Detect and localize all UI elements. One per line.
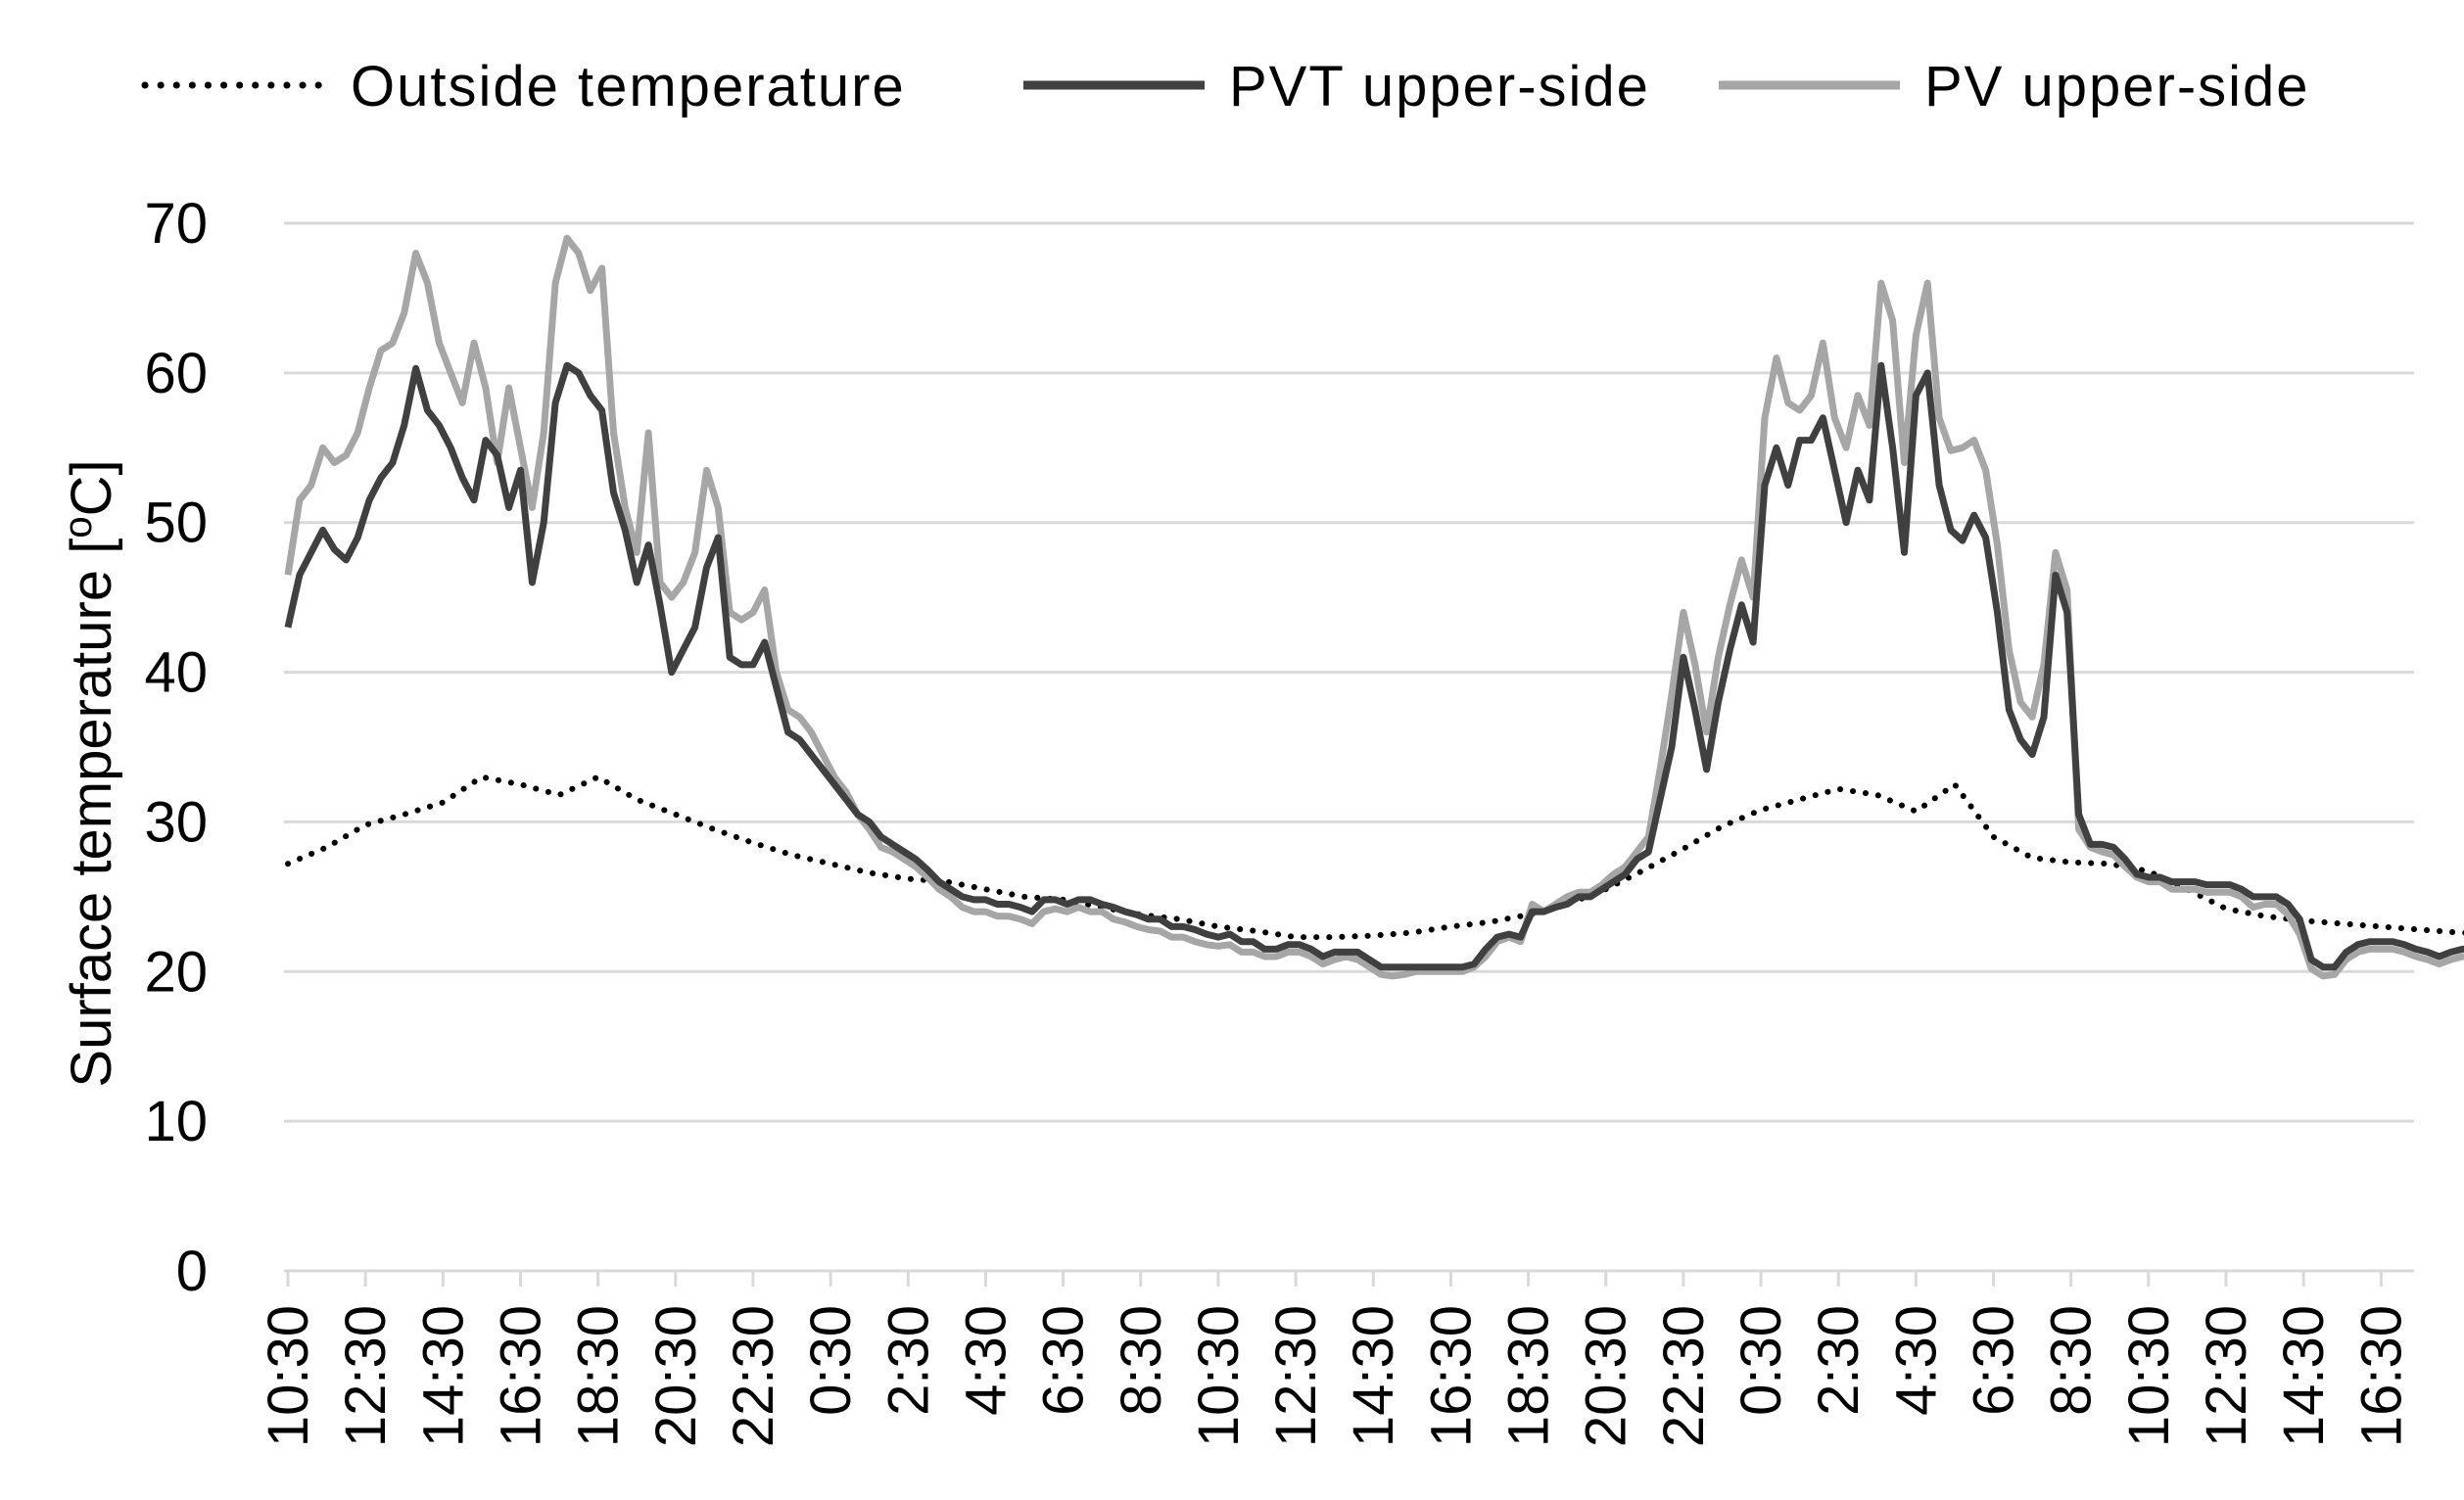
x-tick-label: 16:30 <box>1419 1305 1483 1447</box>
x-tick-label: 10:30 <box>257 1305 320 1447</box>
x-tick-label: 16:30 <box>2349 1305 2413 1447</box>
legend-label: PVT upper-side <box>1229 55 1650 118</box>
legend-label: Outside temperature <box>351 55 906 118</box>
series-line-pvt-upper-side <box>284 361 2464 971</box>
x-tick-label: 2:30 <box>877 1305 940 1416</box>
x-tick-label: 20:30 <box>1575 1305 1638 1447</box>
x-tick-label: 4:30 <box>954 1305 1018 1416</box>
series-layer <box>284 234 2464 980</box>
x-tick-label: 18:30 <box>1497 1305 1561 1447</box>
x-tick-label: 12:30 <box>1264 1305 1328 1447</box>
y-axis-title-superscript: o <box>57 516 100 538</box>
x-tick-label: 14:30 <box>1342 1305 1405 1447</box>
x-tick-label: 2:30 <box>1807 1305 1871 1416</box>
x-tick-label: 12:30 <box>334 1305 398 1447</box>
y-tick-label: 40 <box>144 641 208 705</box>
y-tick-label: 0 <box>176 1240 208 1303</box>
x-tick-label: 10:30 <box>1187 1305 1251 1447</box>
x-tick-label: 6:30 <box>1032 1305 1096 1416</box>
x-tick-label: 10:30 <box>2117 1305 2181 1447</box>
x-tick-label: 12:30 <box>2195 1305 2258 1447</box>
x-tick-label: 16:30 <box>489 1305 552 1447</box>
x-tick-label: 8:30 <box>2040 1305 2104 1416</box>
legend: Outside temperature PVT upper-side PV uppe… <box>141 55 2310 118</box>
y-axis-tick-labels: 0 10 20 30 40 50 60 70 <box>144 192 208 1303</box>
y-tick-label: 20 <box>144 940 208 1004</box>
y-axis-title-unit: C] <box>60 459 123 516</box>
x-tick-label: 22:30 <box>722 1305 785 1447</box>
x-tick-label: 14:30 <box>411 1305 475 1447</box>
x-tick-label: 6:30 <box>1963 1305 2026 1416</box>
series-line-outside-temperature <box>285 773 2464 941</box>
x-tick-label: 4:30 <box>1884 1305 1948 1416</box>
y-tick-label: 60 <box>144 342 208 405</box>
y-axis-title: Surface temperature [oC] <box>57 459 123 1087</box>
x-tick-label: 20:30 <box>644 1305 708 1447</box>
x-tick-label: 14:30 <box>2272 1305 2336 1447</box>
x-tick-label: 22:30 <box>1652 1305 1716 1447</box>
y-tick-label: 10 <box>144 1090 208 1153</box>
y-tick-label: 30 <box>144 790 208 854</box>
x-tick-label: 8:30 <box>1110 1305 1173 1416</box>
series-line-pv-upper-side <box>284 234 2464 980</box>
legend-label: PV upper-side <box>1924 55 2310 118</box>
x-axis: 10:30 12:30 14:30 16:30 18:30 20:30 22:30 0:30 2… <box>257 1269 2414 1447</box>
x-tick-label: 0:30 <box>1730 1305 1793 1416</box>
x-tick-label: 18:30 <box>567 1305 631 1447</box>
y-tick-label: 50 <box>144 492 208 555</box>
y-tick-label: 70 <box>144 192 208 256</box>
gridlines <box>284 221 2414 1123</box>
x-tick-label: 0:30 <box>799 1305 863 1416</box>
